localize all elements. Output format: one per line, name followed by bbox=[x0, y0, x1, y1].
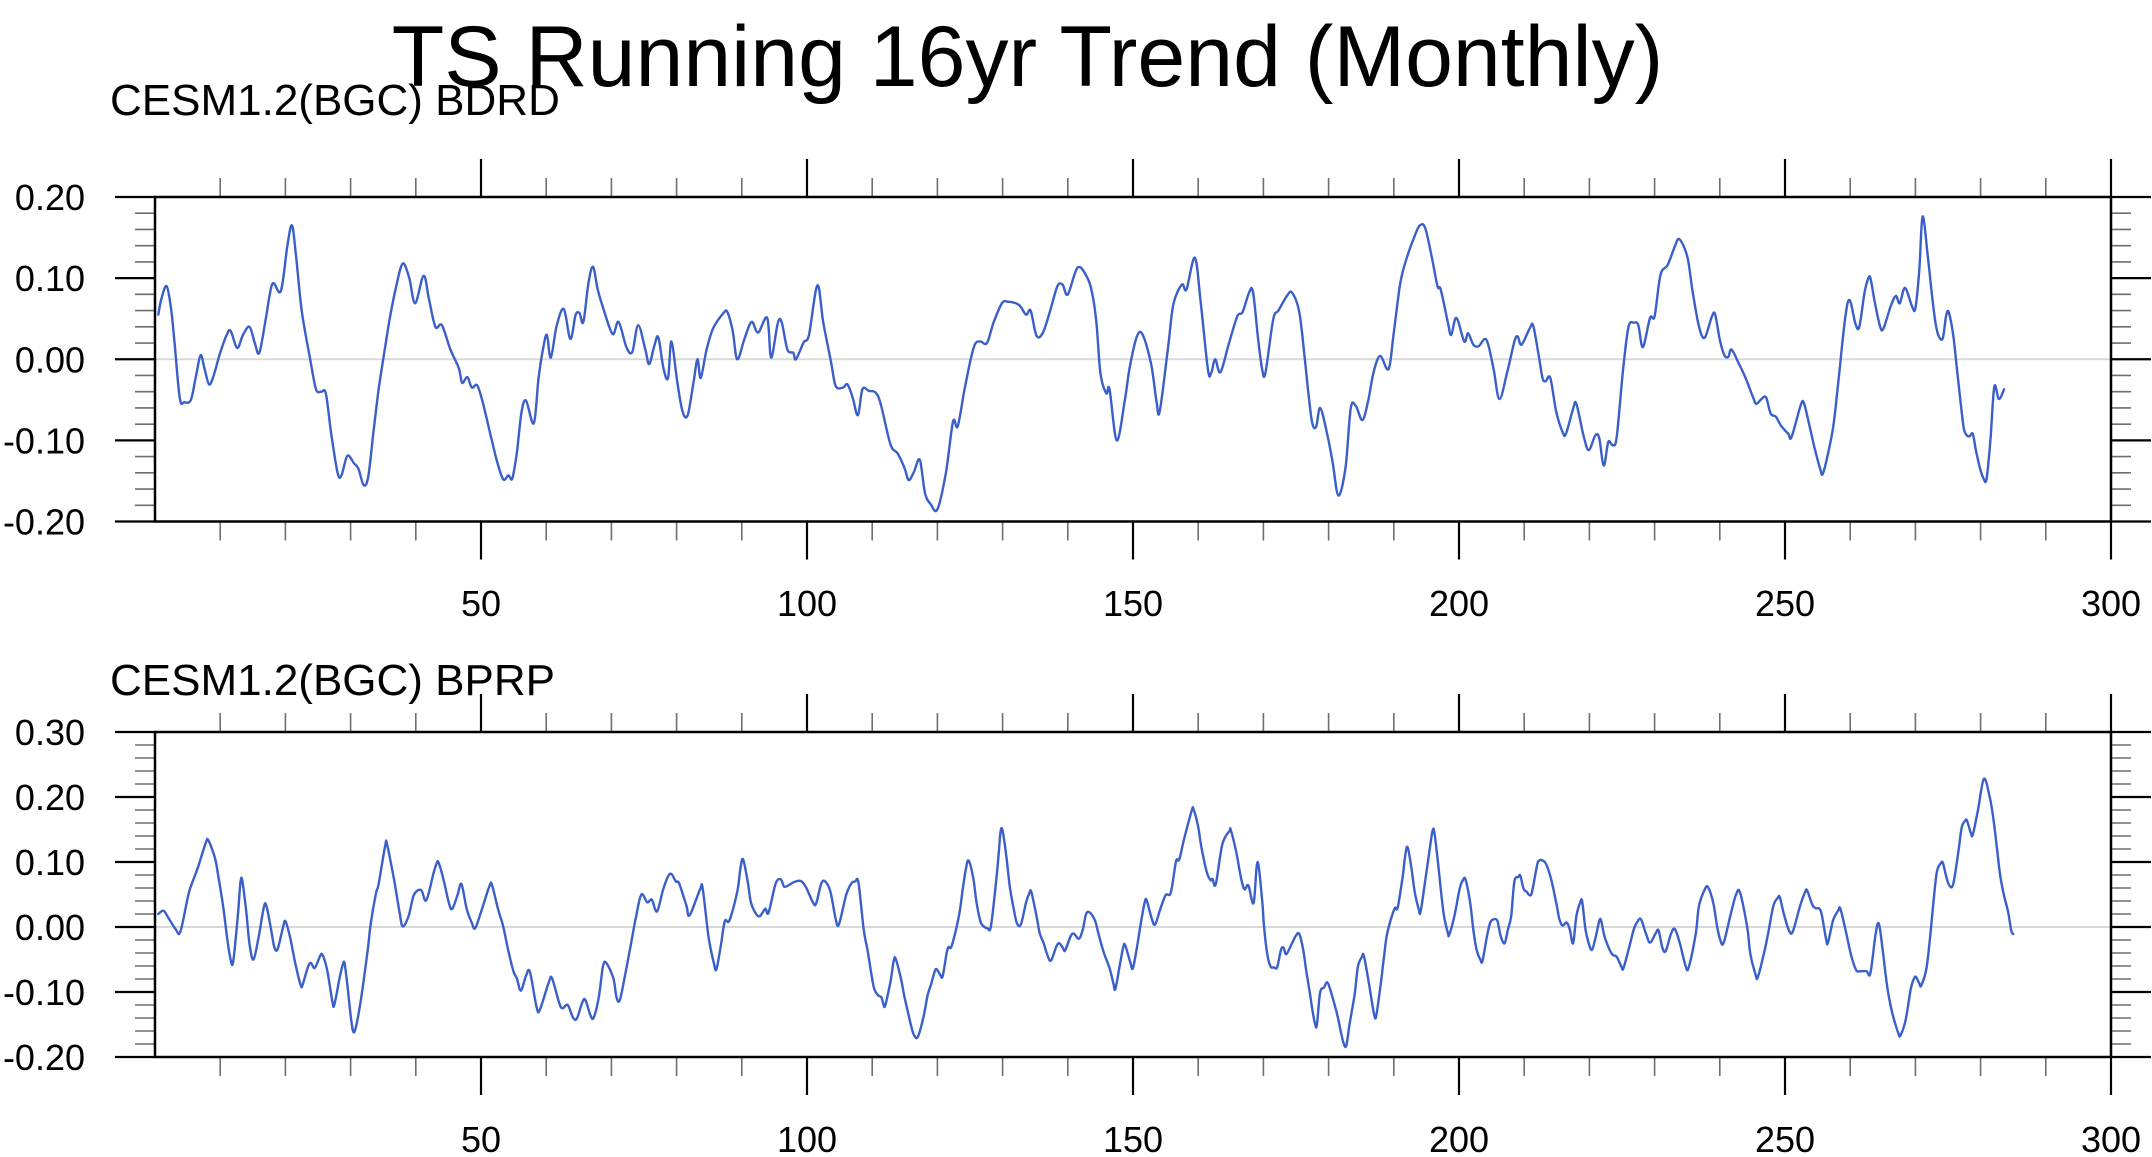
trend-line-bprp bbox=[157, 777, 2015, 1049]
minor-ticks bbox=[135, 178, 2131, 541]
major-ticks bbox=[115, 159, 2151, 560]
minor-ticks bbox=[135, 713, 2131, 1076]
y-tick-label: -0.20 bbox=[3, 502, 85, 543]
x-tick-label: 300 bbox=[2081, 583, 2141, 624]
subplot-title-bdrd: CESM1.2(BGC) BDRD bbox=[110, 76, 560, 125]
major-ticks bbox=[115, 694, 2151, 1095]
y-tick-label: 0.00 bbox=[15, 339, 85, 380]
x-tick-label: 50 bbox=[461, 583, 501, 624]
x-tick-label: 200 bbox=[1429, 583, 1489, 624]
x-tick-label: 100 bbox=[777, 1119, 837, 1157]
y-tick-label: -0.10 bbox=[3, 420, 85, 461]
tick-labels: 50 100 150 200 250 300 0.30 0.20 0.10 0.00 -0.10 -0… bbox=[3, 712, 2141, 1157]
x-tick-label: 150 bbox=[1103, 1119, 1163, 1157]
y-tick-label: 0.00 bbox=[15, 907, 85, 948]
x-tick-label: 200 bbox=[1429, 1119, 1489, 1157]
trend-line-bdrd bbox=[157, 215, 2006, 513]
plot-frame bbox=[153, 195, 2113, 523]
bottom-chart: 50 100 150 200 250 300 0.30 0.20 0.10 0.00 -0.10 -0… bbox=[3, 694, 2151, 1157]
y-tick-label: 0.30 bbox=[15, 712, 85, 753]
tick-labels: 50 100 150 200 250 300 0.20 0.10 0.00 -0.10 -0.20 bbox=[3, 177, 2141, 624]
plot-frame bbox=[153, 730, 2113, 1059]
y-tick-label: 0.20 bbox=[15, 777, 85, 818]
y-tick-label: 0.20 bbox=[15, 177, 85, 218]
x-tick-label: 300 bbox=[2081, 1119, 2141, 1157]
x-tick-label: 50 bbox=[461, 1119, 501, 1157]
y-tick-label: -0.20 bbox=[3, 1037, 85, 1078]
main-title: TS Running 16yr Trend (Monthly) bbox=[391, 9, 1664, 105]
top-chart: 50 100 150 200 250 300 0.20 0.10 0.00 -0.10 -0.20 bbox=[3, 159, 2151, 624]
x-tick-label: 250 bbox=[1755, 583, 1815, 624]
x-tick-label: 100 bbox=[777, 583, 837, 624]
x-tick-label: 150 bbox=[1103, 583, 1163, 624]
y-tick-label: -0.10 bbox=[3, 972, 85, 1013]
y-tick-label: 0.10 bbox=[15, 842, 85, 883]
y-tick-label: 0.10 bbox=[15, 258, 85, 299]
x-tick-label: 250 bbox=[1755, 1119, 1815, 1157]
